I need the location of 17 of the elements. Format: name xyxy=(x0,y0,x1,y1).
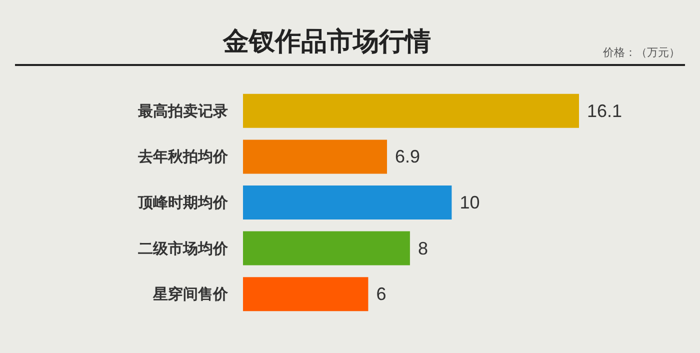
data-label: 10 xyxy=(460,192,480,212)
bar xyxy=(243,140,387,174)
y-tick-label: 星穿间售价 xyxy=(152,285,229,304)
bar xyxy=(243,186,452,220)
data-label: 6.9 xyxy=(395,146,420,167)
data-label: 8 xyxy=(418,238,428,258)
data-label: 6 xyxy=(376,284,386,304)
chart-title: 金钗作品市场行情 xyxy=(222,27,431,57)
bar xyxy=(243,94,579,128)
y-tick-label: 顶峰时期均价 xyxy=(137,194,229,212)
data-label: 16.1 xyxy=(587,100,622,121)
y-tick-label: 二级市场均价 xyxy=(138,239,229,258)
y-tick-label: 最高拍卖记录 xyxy=(137,102,228,120)
y-tick-label: 去年秋拍均价 xyxy=(137,148,229,166)
text: 价格：（万元） xyxy=(602,46,680,59)
bar xyxy=(243,231,410,266)
bar xyxy=(243,277,368,312)
